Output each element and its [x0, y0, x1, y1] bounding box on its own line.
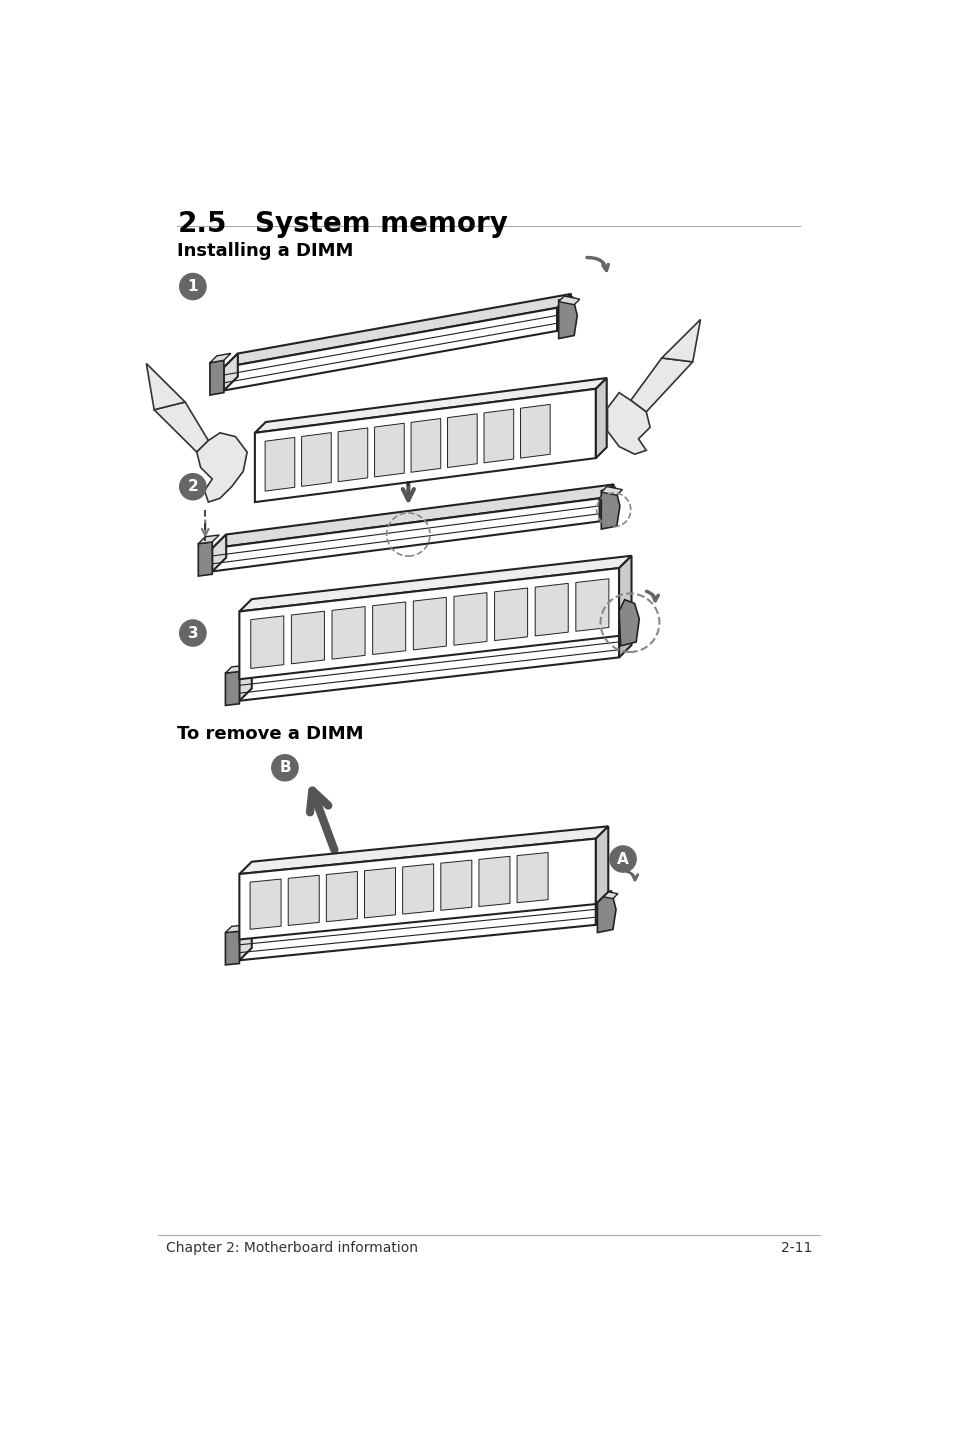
Text: 2: 2	[188, 479, 198, 495]
Polygon shape	[239, 666, 252, 700]
Polygon shape	[618, 555, 631, 636]
Text: Installing a DIMM: Installing a DIMM	[177, 242, 354, 260]
Polygon shape	[239, 902, 596, 961]
Circle shape	[179, 620, 206, 646]
Circle shape	[609, 846, 636, 871]
Polygon shape	[224, 308, 557, 391]
Polygon shape	[375, 423, 404, 477]
Polygon shape	[411, 418, 440, 472]
Polygon shape	[212, 499, 599, 571]
Polygon shape	[402, 864, 434, 915]
Polygon shape	[332, 607, 365, 659]
Text: System memory: System memory	[254, 210, 507, 237]
Text: 2-11: 2-11	[780, 1241, 811, 1255]
Polygon shape	[210, 361, 224, 395]
Circle shape	[179, 473, 206, 500]
Polygon shape	[251, 615, 283, 669]
Polygon shape	[607, 393, 649, 454]
Polygon shape	[494, 588, 527, 640]
Polygon shape	[239, 925, 252, 961]
Polygon shape	[478, 856, 510, 906]
Polygon shape	[239, 555, 631, 611]
Polygon shape	[597, 890, 618, 899]
Polygon shape	[557, 293, 571, 331]
Polygon shape	[630, 358, 692, 411]
Polygon shape	[373, 603, 405, 654]
Polygon shape	[288, 876, 319, 926]
Polygon shape	[239, 890, 608, 938]
Polygon shape	[618, 623, 631, 657]
Polygon shape	[600, 486, 621, 495]
Polygon shape	[254, 378, 606, 433]
Polygon shape	[198, 535, 219, 544]
Polygon shape	[239, 568, 618, 679]
Polygon shape	[337, 429, 367, 482]
Polygon shape	[301, 433, 331, 486]
Text: 3: 3	[188, 626, 198, 640]
Polygon shape	[196, 433, 247, 502]
Text: 1: 1	[188, 279, 198, 293]
Polygon shape	[600, 487, 619, 529]
Polygon shape	[265, 437, 294, 492]
Text: To remove a DIMM: To remove a DIMM	[177, 725, 363, 743]
Polygon shape	[517, 853, 548, 903]
Polygon shape	[254, 388, 596, 502]
Polygon shape	[596, 827, 608, 905]
Polygon shape	[364, 867, 395, 917]
Polygon shape	[224, 293, 571, 367]
Polygon shape	[454, 592, 486, 646]
Polygon shape	[225, 666, 245, 673]
Polygon shape	[576, 578, 608, 631]
Polygon shape	[154, 403, 208, 452]
Polygon shape	[239, 623, 631, 677]
Polygon shape	[224, 354, 237, 391]
Polygon shape	[212, 485, 613, 548]
Polygon shape	[291, 611, 324, 664]
Polygon shape	[239, 634, 618, 700]
Polygon shape	[212, 535, 226, 571]
Polygon shape	[596, 378, 606, 459]
Polygon shape	[597, 892, 616, 933]
Polygon shape	[558, 296, 579, 305]
Polygon shape	[618, 600, 639, 646]
Polygon shape	[239, 838, 596, 939]
Polygon shape	[447, 414, 476, 467]
Polygon shape	[599, 485, 613, 522]
Polygon shape	[225, 932, 239, 965]
Polygon shape	[535, 584, 568, 636]
Polygon shape	[413, 597, 446, 650]
Polygon shape	[661, 319, 700, 362]
Polygon shape	[520, 404, 550, 459]
Polygon shape	[483, 408, 513, 463]
Polygon shape	[210, 354, 231, 362]
Polygon shape	[225, 672, 239, 706]
Polygon shape	[198, 542, 212, 577]
Polygon shape	[558, 298, 577, 338]
Text: B: B	[279, 761, 291, 775]
Polygon shape	[146, 364, 185, 410]
Circle shape	[179, 273, 206, 299]
Polygon shape	[440, 860, 472, 910]
Text: A: A	[617, 851, 628, 867]
Polygon shape	[239, 827, 608, 874]
Polygon shape	[326, 871, 357, 922]
Polygon shape	[225, 925, 245, 933]
Text: 2.5: 2.5	[177, 210, 227, 237]
Circle shape	[272, 755, 297, 781]
Text: Chapter 2: Motherboard information: Chapter 2: Motherboard information	[166, 1241, 417, 1255]
Polygon shape	[250, 879, 281, 929]
Polygon shape	[596, 890, 608, 925]
